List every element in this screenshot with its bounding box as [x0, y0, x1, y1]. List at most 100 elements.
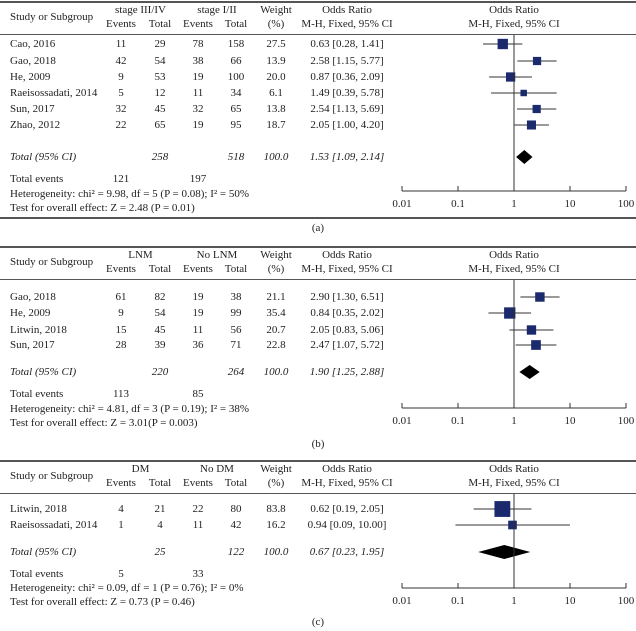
study-or: 0.94 [0.09, 10.00] [307, 519, 387, 531]
study-or: 2.90 [1.30, 6.51] [310, 291, 384, 303]
header-study: Study or Subgroup [10, 256, 94, 268]
study-e1: 42 [115, 55, 127, 67]
study-w: 35.4 [266, 307, 286, 319]
header-weight-unit: (%) [267, 263, 285, 275]
overall-effect-text: Test for overall effect: Z = 3.01(P = 0.… [10, 417, 198, 429]
study-t2: 71 [230, 339, 242, 351]
study-e1: 5 [118, 87, 124, 99]
study-w: 20.0 [266, 71, 286, 83]
x-tick-label: 0.01 [392, 595, 412, 607]
x-tick-label: 10 [564, 595, 576, 607]
total-t2: 264 [227, 366, 245, 378]
study-or: 0.62 [0.19, 2.05] [310, 503, 384, 515]
study-t2: 99 [230, 307, 242, 319]
total-weight: 100.0 [263, 366, 289, 378]
header-group1: DM [131, 463, 150, 475]
header-study: Study or Subgroup [10, 11, 94, 23]
header-divider [0, 34, 636, 35]
study-t2: 42 [230, 519, 242, 531]
plot-header-or: Odds Ratio [489, 249, 539, 261]
point-estimate-square [497, 38, 508, 50]
study-w: 13.9 [266, 55, 286, 67]
study-name: He, 2009 [10, 71, 51, 83]
study-w: 20.7 [266, 324, 286, 336]
study-w: 22.8 [266, 339, 286, 351]
summary-diamond [519, 365, 540, 379]
header-events: Events [183, 263, 213, 275]
header-study: Study or Subgroup [10, 470, 94, 482]
study-w: 16.2 [266, 519, 286, 531]
study-name: Sun, 2017 [10, 103, 55, 115]
study-t1: 45 [154, 103, 166, 115]
summary-diamond [478, 545, 531, 559]
total-events-label: Total events [10, 173, 64, 185]
study-name: Zhao, 2012 [10, 119, 61, 131]
study-or: 0.87 [0.36, 2.09] [310, 71, 384, 83]
point-estimate-square [508, 520, 517, 530]
study-w: 6.1 [269, 87, 283, 99]
total-or: 1.90 [1.25, 2.88] [309, 366, 385, 378]
x-tick-label: 0.1 [451, 415, 465, 427]
study-name: Raeisossadati, 2014 [10, 519, 98, 531]
panel-top-border [0, 246, 636, 248]
x-tick-label: 100 [617, 595, 635, 607]
plot-header-or-method: M-H, Fixed, 95% CI [468, 263, 560, 275]
overall-effect-text: Test for overall effect: Z = 2.48 (P = 0… [10, 202, 195, 214]
study-t1: 54 [154, 307, 166, 319]
header-weight-unit: (%) [267, 477, 285, 489]
study-or: 2.05 [0.83, 5.06] [310, 324, 384, 336]
header-events: Events [183, 18, 213, 30]
panel-top-border [0, 1, 636, 3]
study-t1: 65 [154, 119, 166, 131]
total-events-label: Total events [10, 568, 64, 580]
study-w: 18.7 [266, 119, 286, 131]
study-t1: 4 [157, 519, 163, 531]
study-e1: 1 [118, 519, 124, 531]
point-estimate-square [532, 104, 541, 114]
total-t1: 25 [154, 546, 166, 558]
study-e2: 19 [192, 307, 204, 319]
study-or: 0.63 [0.28, 1.41] [310, 38, 384, 50]
study-e2: 11 [192, 519, 204, 531]
study-name: Sun, 2017 [10, 339, 55, 351]
study-e2: 38 [192, 55, 204, 67]
header-events: Events [106, 18, 136, 30]
total-label: Total (95% CI) [10, 366, 77, 378]
header-group1: LNM [128, 249, 153, 261]
x-tick-label: 10 [564, 415, 576, 427]
study-e2: 78 [192, 38, 204, 50]
header-weight: Weight [260, 463, 292, 475]
study-or: 2.58 [1.15, 5.77] [310, 55, 384, 67]
total-t1: 258 [151, 151, 169, 163]
heterogeneity-text: Heterogeneity: chi² = 9.98, df = 5 (P = … [10, 188, 250, 200]
total-t2: 518 [227, 151, 245, 163]
study-or: 2.05 [1.00, 4.20] [310, 119, 384, 131]
header-events: Events [106, 477, 136, 489]
header-events: Events [106, 263, 136, 275]
header-or: Odds Ratio [322, 463, 372, 475]
point-estimate-square [532, 56, 542, 66]
study-e1: 11 [115, 38, 127, 50]
total-weight: 100.0 [263, 151, 289, 163]
x-tick-label: 1 [511, 595, 517, 607]
point-estimate-square [526, 120, 536, 130]
study-e2: 22 [192, 503, 204, 515]
total-label: Total (95% CI) [10, 151, 77, 163]
study-e2: 32 [192, 103, 204, 115]
x-tick-label: 100 [617, 198, 635, 210]
header-weight: Weight [260, 249, 292, 261]
total-events-e2: 85 [192, 388, 204, 400]
header-or-method: M-H, Fixed, 95% CI [301, 263, 393, 275]
study-t2: 34 [230, 87, 242, 99]
study-e1: 61 [115, 291, 127, 303]
study-t1: 45 [154, 324, 166, 336]
x-tick-label: 0.1 [451, 198, 465, 210]
study-or: 0.84 [0.35, 2.02] [310, 307, 384, 319]
x-tick-label: 1 [511, 415, 517, 427]
header-total: Total [224, 18, 248, 30]
total-weight: 100.0 [263, 546, 289, 558]
summary-diamond [516, 150, 533, 164]
header-divider [0, 279, 636, 280]
x-tick-label: 1 [511, 198, 517, 210]
